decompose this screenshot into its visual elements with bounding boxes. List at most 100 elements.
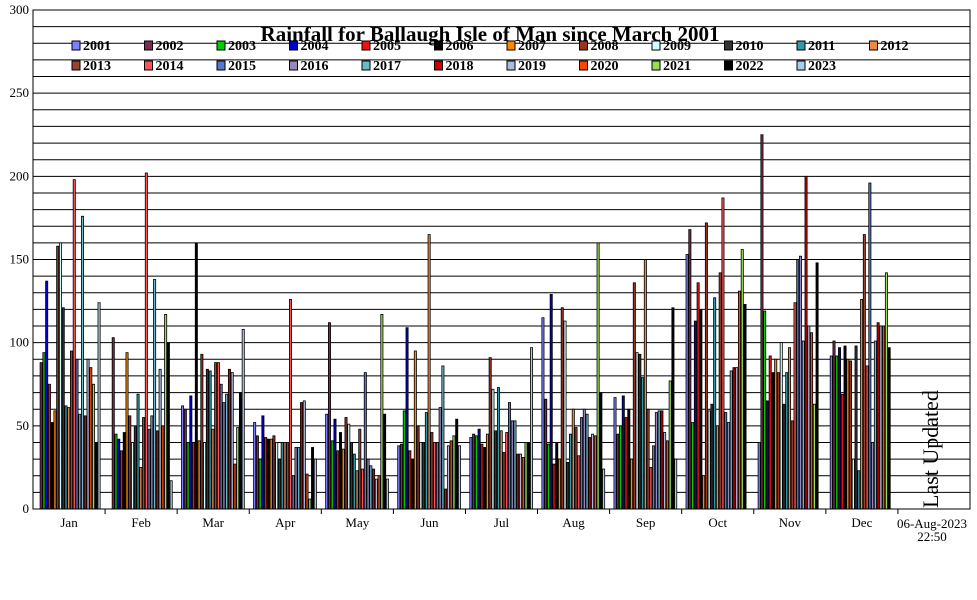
bar-2004-Aug xyxy=(549,294,553,510)
bar-2004-Sep xyxy=(621,395,625,510)
bar-2020-Jul xyxy=(521,457,525,510)
bar-2019-May xyxy=(374,478,378,510)
legend-label: 2021 xyxy=(663,59,691,74)
bar-2006-Feb xyxy=(122,432,126,510)
bar-2002-Sep xyxy=(616,433,620,510)
bar-2015-Aug xyxy=(580,417,584,510)
bar-2004-Dec xyxy=(838,347,842,510)
y-tick-label: 100 xyxy=(10,335,30,350)
bar-2017-Dec xyxy=(873,340,877,510)
legend-item-2021: 2021 xyxy=(651,59,691,74)
bar-2003-Aug xyxy=(546,443,550,510)
bar-2018-May xyxy=(372,468,376,510)
bar-2021-Dec xyxy=(884,272,888,510)
bar-2009-Sep xyxy=(635,352,639,510)
bar-2009-Dec xyxy=(851,458,855,510)
bar-2002-Dec xyxy=(832,340,836,510)
y-tick-label: 250 xyxy=(10,85,30,100)
legend-swatch xyxy=(724,60,733,71)
bar-2010-Mar xyxy=(205,368,209,510)
legend-swatch xyxy=(434,60,443,71)
bar-2010-Dec xyxy=(854,345,858,510)
legend-label: 2015 xyxy=(228,59,256,74)
legend-item-2007: 2007 xyxy=(506,39,546,54)
bar-2012-Apr xyxy=(283,442,287,510)
bar-2019-Jul xyxy=(519,453,522,510)
bar-2012-May xyxy=(355,470,359,510)
bar-2005-Jan xyxy=(47,383,51,510)
bar-2016-Dec xyxy=(871,442,875,510)
bar-2015-Dec xyxy=(868,182,872,510)
bar-2014-Jan xyxy=(72,179,76,510)
bar-2009-Feb xyxy=(131,442,135,510)
legend-item-2013: 2013 xyxy=(71,59,111,74)
bar-2020-Nov xyxy=(810,332,814,510)
legend-swatch xyxy=(289,40,298,51)
bar-2014-May xyxy=(361,468,365,510)
bar-2021-Aug xyxy=(596,242,600,510)
bar-2006-Nov xyxy=(771,372,775,510)
bar-2017-Jul xyxy=(513,420,517,510)
legend-label: 2023 xyxy=(808,59,836,74)
bar-2022-Aug xyxy=(599,392,603,510)
bar-2008-Oct xyxy=(704,222,708,510)
legend-label: 2017 xyxy=(373,59,401,74)
bar-2016-Oct xyxy=(726,422,730,510)
legend-item-2008: 2008 xyxy=(579,39,619,54)
x-tick-label: Nov xyxy=(779,515,802,530)
legend-swatch xyxy=(796,40,806,51)
bar-2010-Apr xyxy=(277,458,281,510)
legend-label: 2022 xyxy=(736,59,764,74)
bar-2001-May xyxy=(325,413,329,510)
bar-2023-Mar xyxy=(241,328,245,510)
bar-2001-Oct xyxy=(685,254,689,510)
bar-2022-Jun xyxy=(455,418,459,510)
bar-2018-Aug xyxy=(588,437,592,510)
bar-2006-Jan xyxy=(50,422,54,510)
legend-item-2016: 2016 xyxy=(289,59,329,74)
bar-2020-Jan xyxy=(89,367,93,510)
bar-2010-Jan xyxy=(61,307,65,510)
bar-2004-Feb xyxy=(117,438,121,510)
legend-swatch xyxy=(289,60,298,71)
bar-2011-Jul xyxy=(496,387,500,510)
legend-item-2002: 2002 xyxy=(144,39,184,54)
bar-2022-Mar xyxy=(238,392,242,510)
bar-2016-Jan xyxy=(78,413,82,510)
bar-2011-Mar xyxy=(208,370,212,510)
bar-2009-Oct xyxy=(707,410,711,510)
bar-2003-Jan xyxy=(42,352,46,510)
x-tick-label: May xyxy=(345,515,369,530)
bar-2021-Jul xyxy=(524,442,528,510)
bar-2009-May xyxy=(347,423,351,510)
bar-2018-Jan xyxy=(83,415,87,510)
bar-2003-Mar xyxy=(186,442,190,510)
bar-2017-Feb xyxy=(153,279,157,510)
bar-2003-Dec xyxy=(835,355,839,510)
legend-label: 2004 xyxy=(301,39,329,54)
bar-2011-Dec xyxy=(857,470,861,510)
bar-2016-Jun xyxy=(438,407,442,510)
bar-2006-May xyxy=(339,432,342,510)
legend-label: 2012 xyxy=(881,39,909,54)
legend-label: 2009 xyxy=(663,39,691,54)
bar-2013-Oct xyxy=(718,272,722,510)
bar-2010-Sep xyxy=(638,353,642,510)
bar-2013-May xyxy=(358,428,362,510)
bar-2023-Jun xyxy=(457,445,461,510)
legend-item-2014: 2014 xyxy=(144,59,184,74)
bar-2019-Aug xyxy=(591,433,595,510)
legend-item-2004: 2004 xyxy=(289,39,329,54)
bar-2005-Dec xyxy=(840,393,844,510)
legend-label: 2007 xyxy=(518,39,546,54)
bar-2022-Jan xyxy=(94,442,98,510)
bar-2011-Feb xyxy=(136,393,140,510)
bar-2013-Nov xyxy=(790,420,794,510)
legend-label: 2020 xyxy=(591,59,619,74)
bar-2015-Feb xyxy=(147,428,151,510)
bar-2017-Nov xyxy=(801,340,805,510)
bar-2008-Jul xyxy=(488,357,492,510)
legend-item-2022: 2022 xyxy=(724,59,764,74)
bar-2008-Jan xyxy=(56,245,60,510)
